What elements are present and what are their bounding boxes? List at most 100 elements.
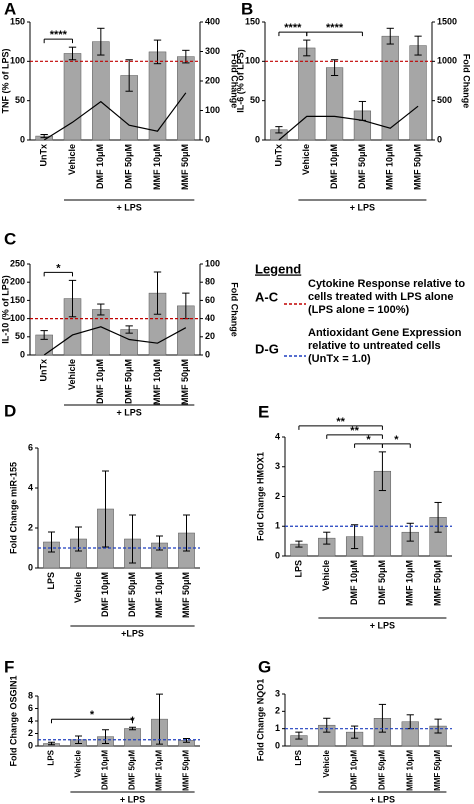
significance-label: *	[130, 715, 135, 727]
x-tick-label: LPS	[47, 749, 56, 765]
bar	[148, 51, 167, 141]
x-tick-label: DMF 50μM	[127, 572, 137, 617]
x-tick-label: MMF 50μM	[180, 359, 190, 405]
y2-tick-label: 20	[205, 331, 215, 341]
y2-tick-label: 100	[205, 105, 220, 115]
y2-tick-label: 0	[205, 134, 210, 144]
panel-letter: C	[4, 229, 16, 248]
y-axis-label: TNF (% of LPS)	[0, 49, 10, 114]
y2-tick-label: 60	[205, 295, 215, 305]
x-tick-label: Vehicle	[74, 749, 83, 777]
y2-axis-label: Fold Change	[230, 282, 240, 337]
y-tick-label: 50	[15, 95, 25, 105]
y-axis-label: IL-10 (% of LPS)	[0, 275, 10, 344]
y-axis-label: IL-6 (% of LPS)	[235, 49, 245, 113]
legend-text-box: Cytokine Response relative to cells trea…	[308, 278, 466, 316]
x-tick-label: MMF 10μM	[152, 144, 162, 190]
y-tick-label: 150	[245, 16, 260, 26]
fold-change-line	[278, 105, 419, 141]
y2-tick-label: 200	[205, 75, 220, 85]
x-tick-label: Vehicle	[67, 359, 77, 390]
x-tick-label: DMF 50μM	[124, 144, 134, 189]
x-tick-label: Vehicle	[73, 572, 83, 603]
legend-text: Antioxidant Gene Expression relative to …	[308, 327, 462, 365]
y-tick-label: 0	[255, 134, 260, 144]
legend-key: D-G	[255, 341, 279, 356]
x-tick-label: DMF 10μM	[95, 359, 105, 404]
x-tick-label: DMF 10μM	[101, 750, 110, 790]
y-tick-label: 6	[28, 442, 33, 452]
y-tick-label: 2	[275, 491, 280, 501]
group-label: +LPS	[121, 628, 144, 638]
x-tick-label: MMF 10μM	[405, 560, 415, 606]
y-tick-label: 3	[275, 688, 280, 698]
y-tick-label: 8	[28, 690, 33, 700]
y2-tick-label: 100	[205, 258, 220, 268]
x-tick-label: DMF 50μM	[377, 560, 387, 605]
legend-key: A-C	[255, 289, 279, 304]
y-axis-label: Fold Change OSGIN1	[8, 675, 18, 766]
x-tick-label: DMF 50μM	[124, 359, 134, 404]
x-tick-label: DMF 10μM	[95, 144, 105, 189]
y-tick-label: 200	[10, 277, 25, 287]
y-tick-label: 6	[28, 703, 33, 713]
fold-change-line	[43, 92, 187, 141]
y-tick-label: 0	[275, 550, 280, 560]
y-tick-label: 0	[28, 562, 33, 572]
y-tick-label: 2	[28, 728, 33, 738]
x-tick-label: MMF 50μM	[182, 750, 191, 791]
y2-tick-label: 1500	[437, 16, 457, 26]
x-tick-label: DMF 50μM	[128, 750, 137, 790]
y-tick-label: 150	[10, 16, 25, 26]
bar	[63, 53, 82, 141]
y2-tick-label: 300	[205, 46, 220, 56]
y2-tick-label: 40	[205, 313, 215, 323]
group-label: + LPS	[370, 794, 395, 804]
group-label: + LPS	[350, 202, 375, 212]
y-tick-label: 150	[10, 295, 25, 305]
significance-label: **	[336, 416, 345, 428]
significance-label: ****	[284, 22, 302, 34]
y-tick-label: 250	[10, 258, 25, 268]
x-tick-label: Vehicle	[322, 749, 331, 777]
x-tick-label: Vehicle	[301, 144, 311, 175]
bar	[381, 35, 399, 141]
panel-letter: G	[258, 657, 271, 676]
y2-axis-label: Fold Change	[462, 54, 472, 109]
x-tick-label: UnTx	[39, 359, 49, 382]
x-tick-label: MMF 10μM	[405, 750, 414, 791]
significance-label: *	[56, 262, 61, 274]
panel-letter: A	[4, 0, 16, 18]
group-label: + LPS	[117, 202, 142, 212]
significance-label: **	[350, 425, 359, 437]
x-tick-label: MMF 10μM	[155, 750, 164, 791]
x-tick-label: DMF 10μM	[349, 560, 359, 605]
y-tick-label: 1	[275, 723, 280, 733]
y-tick-label: 100	[245, 56, 260, 66]
significance-label: *	[366, 434, 371, 446]
y2-tick-label: 500	[437, 95, 452, 105]
legend-text: Cytokine Response relative to cells trea…	[308, 278, 466, 316]
bar	[92, 309, 110, 356]
y-tick-label: 2	[28, 522, 33, 532]
panel-letter: D	[4, 401, 16, 420]
bar	[409, 45, 427, 141]
panel-letter: B	[241, 0, 253, 18]
y2-tick-label: 0	[205, 349, 210, 359]
y-tick-label: 100	[10, 56, 25, 66]
y-tick-label: 0	[20, 349, 25, 359]
significance-label: ****	[50, 29, 68, 41]
group-label: + LPS	[117, 407, 142, 417]
y-tick-label: 3	[275, 461, 280, 471]
x-tick-label: DMF 10μM	[350, 750, 359, 790]
bar	[124, 728, 141, 747]
group-label: + LPS	[370, 620, 395, 630]
legend-text-box: Antioxidant Gene Expression relative to …	[308, 327, 462, 365]
y2-tick-label: 1000	[437, 56, 457, 66]
x-tick-label: LPS	[46, 572, 56, 590]
y-axis-label: Fold Change NQO1	[255, 679, 265, 762]
group-label: + LPS	[120, 794, 145, 804]
y-tick-label: 1	[275, 521, 280, 531]
x-tick-label: MMF 50μM	[433, 750, 442, 791]
